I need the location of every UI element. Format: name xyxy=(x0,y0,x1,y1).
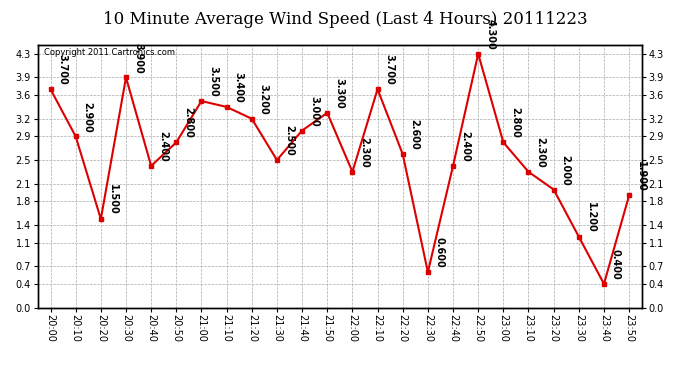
Text: 3.900: 3.900 xyxy=(133,42,143,73)
Text: 4.300: 4.300 xyxy=(485,19,495,50)
Text: 3.500: 3.500 xyxy=(208,66,219,97)
Text: 10 Minute Average Wind Speed (Last 4 Hours) 20111223: 10 Minute Average Wind Speed (Last 4 Hou… xyxy=(103,11,587,28)
Text: 2.400: 2.400 xyxy=(158,131,168,162)
Text: 3.700: 3.700 xyxy=(57,54,68,85)
Text: 2.900: 2.900 xyxy=(83,102,92,132)
Text: 2.800: 2.800 xyxy=(511,107,520,138)
Text: 2.300: 2.300 xyxy=(359,137,369,168)
Text: 3.200: 3.200 xyxy=(259,84,268,115)
Text: 1.900: 1.900 xyxy=(636,160,646,191)
Text: Copyright 2011 Cartronics.com: Copyright 2011 Cartronics.com xyxy=(44,48,175,57)
Text: 2.300: 2.300 xyxy=(535,137,545,168)
Text: 3.400: 3.400 xyxy=(234,72,244,103)
Text: 2.400: 2.400 xyxy=(460,131,470,162)
Text: 3.700: 3.700 xyxy=(384,54,395,85)
Text: 2.500: 2.500 xyxy=(284,125,294,156)
Text: 2.800: 2.800 xyxy=(184,107,193,138)
Text: 3.000: 3.000 xyxy=(309,96,319,126)
Text: 2.600: 2.600 xyxy=(410,119,420,150)
Text: 0.400: 0.400 xyxy=(611,249,621,280)
Text: 3.300: 3.300 xyxy=(334,78,344,109)
Text: 1.200: 1.200 xyxy=(586,202,595,232)
Text: 0.600: 0.600 xyxy=(435,237,445,268)
Text: 1.500: 1.500 xyxy=(108,184,118,215)
Text: 2.000: 2.000 xyxy=(560,154,571,185)
